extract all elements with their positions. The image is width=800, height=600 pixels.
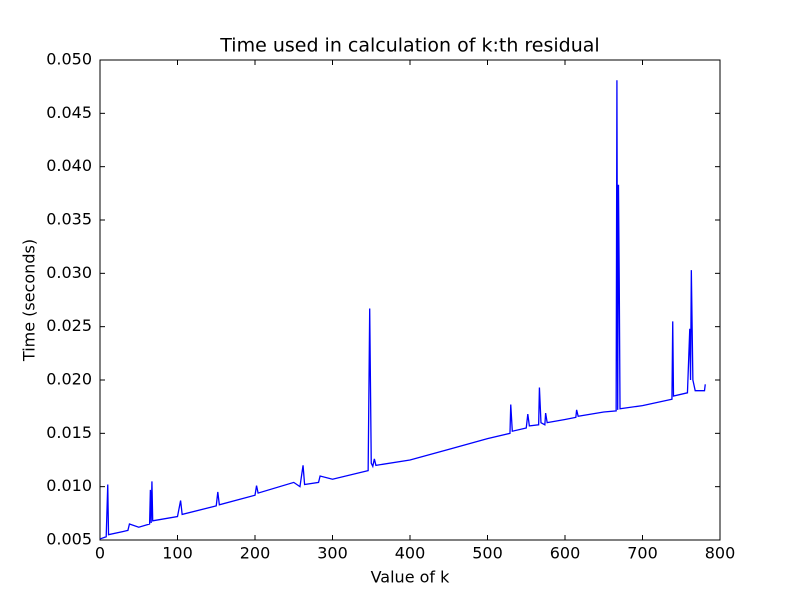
y-tick-label: 0.020 (46, 370, 92, 389)
x-axis-label: Value of k (371, 568, 451, 587)
x-tick-label: 400 (395, 544, 426, 563)
x-tick-label: 200 (240, 544, 271, 563)
plot-frame (99, 59, 721, 541)
y-axis-label: Time (seconds) (20, 239, 39, 362)
x-tick-label: 0 (95, 544, 105, 563)
y-tick-label: 0.045 (46, 103, 92, 122)
y-tick-label: 0.025 (46, 316, 92, 335)
x-tick-label: 600 (550, 544, 581, 563)
y-tick-label: 0.010 (46, 476, 92, 495)
y-tick-label: 0.015 (46, 423, 92, 442)
y-tick-label: 0.050 (46, 50, 92, 69)
x-tick-label: 700 (627, 544, 658, 563)
x-tick-label: 100 (162, 544, 193, 563)
x-tick-label: 500 (472, 544, 503, 563)
y-tick-label: 0.005 (46, 530, 92, 549)
y-tick-label: 0.040 (46, 156, 92, 175)
y-tick-label: 0.035 (46, 210, 92, 229)
y-tick-label: 0.030 (46, 263, 92, 282)
chart-title: Time used in calculation of k:th residua… (219, 35, 599, 57)
x-tick-label: 300 (317, 544, 348, 563)
data-line (99, 80, 706, 540)
x-tick-label: 800 (705, 544, 736, 563)
